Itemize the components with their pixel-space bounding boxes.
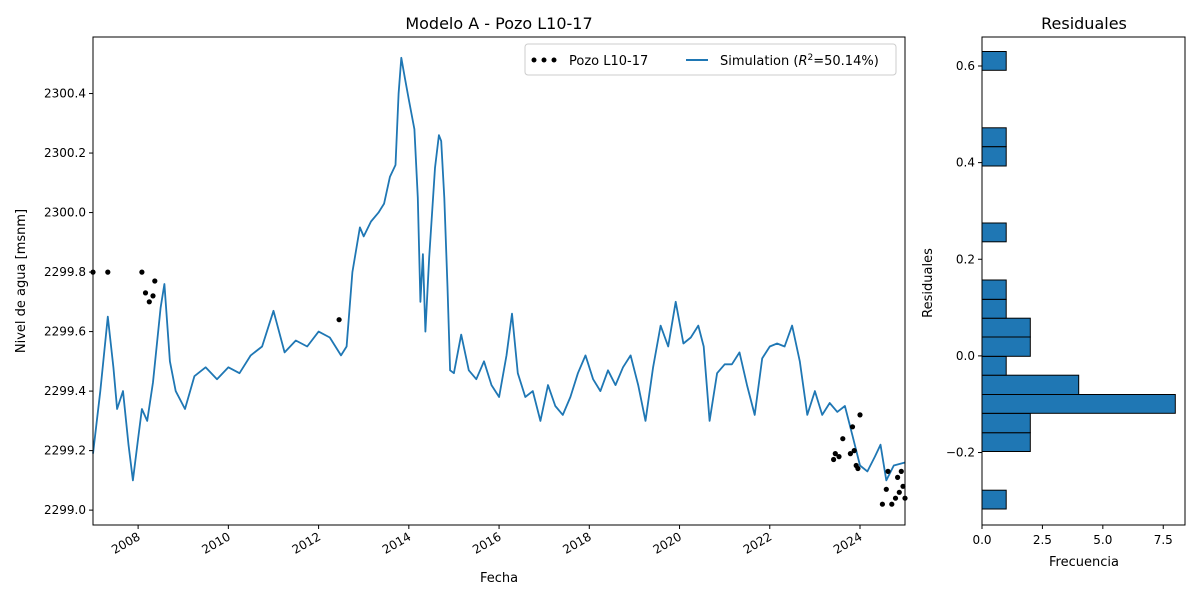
main-chart-title: Modelo A - Pozo L10-17 bbox=[405, 14, 592, 33]
residuals-y-axis-ticks: −0.2 0.0 0.2 0.4 0.6 bbox=[946, 59, 982, 460]
observed-point-6 bbox=[150, 293, 156, 299]
main-legend: Pozo L10-17 Simulation (R2=50.14%) bbox=[524, 43, 897, 76]
observed-point-26 bbox=[898, 468, 904, 474]
observed-point-10 bbox=[832, 451, 838, 457]
legend-simulation-label: Simulation (R2=50.14%) bbox=[720, 53, 879, 69]
y-tick-label-2300.2: 2300.2 bbox=[44, 146, 86, 160]
resid-tick-label-0.0: 0.0 bbox=[956, 349, 975, 363]
freq-tick-label-5.0: 5.0 bbox=[1093, 533, 1112, 547]
histogram-bar-5 bbox=[981, 374, 1080, 396]
histogram-bar-14 bbox=[981, 51, 1007, 71]
residuals-x-axis-ticks: 0.0 2.5 5.0 7.5 bbox=[972, 525, 1173, 547]
observed-point-17 bbox=[855, 465, 861, 472]
y-tick-label-2299.6: 2299.6 bbox=[44, 325, 86, 339]
legend-sim-suffix: =50.14%) bbox=[813, 54, 879, 69]
simulation-line bbox=[92, 56, 906, 482]
legend-box bbox=[524, 43, 897, 76]
resid-tick-label-0.6: 0.6 bbox=[956, 59, 975, 73]
histogram-bar-7 bbox=[981, 336, 1031, 357]
histogram-bar-4 bbox=[981, 394, 1176, 414]
y-tick-label-2299.4: 2299.4 bbox=[44, 384, 86, 398]
y-tick-label-2300.0: 2300.0 bbox=[44, 206, 86, 220]
residuals-plot-area bbox=[981, 51, 1176, 510]
observed-point-12 bbox=[840, 436, 846, 442]
legend-sim-r: R bbox=[798, 54, 807, 69]
legend-observed-marker-3 bbox=[551, 57, 557, 63]
y-tick-label-2299.0: 2299.0 bbox=[44, 503, 86, 517]
y-tick-label-2300.4: 2300.4 bbox=[44, 87, 86, 101]
main-y-axis-ticks: 2299.0 2299.2 2299.4 2299.6 2299.8 2300.0 2300… bbox=[44, 87, 93, 517]
histogram-bar-3 bbox=[981, 412, 1031, 434]
histogram-bar-12 bbox=[981, 146, 1007, 167]
observed-point-21 bbox=[885, 468, 891, 474]
residuals-chart-title: Residuales bbox=[1041, 14, 1127, 33]
observed-point-9 bbox=[831, 456, 837, 463]
resid-tick-label-−0.2: −0.2 bbox=[946, 446, 975, 460]
observed-point-13 bbox=[847, 451, 854, 457]
histogram-bar-6 bbox=[981, 355, 1007, 376]
main-x-axis-label: Fecha bbox=[480, 571, 518, 586]
observed-point-11 bbox=[836, 454, 842, 460]
observed-point-23 bbox=[892, 495, 899, 501]
histogram-bar-13 bbox=[981, 127, 1007, 148]
resid-tick-label-0.4: 0.4 bbox=[956, 156, 975, 170]
legend-observed-marker-2 bbox=[541, 57, 547, 63]
residuals-x-axis-label: Frecuencia bbox=[1049, 555, 1119, 570]
y-tick-label-2299.2: 2299.2 bbox=[44, 444, 86, 458]
legend-sim-sup: 2 bbox=[808, 53, 814, 63]
observed-point-15 bbox=[851, 448, 857, 454]
residuals-chart-panel: Residuales 0.0 2.5 5.0 7.5 −0.2 0.0 0.2 0.4 0.6… bbox=[921, 14, 1186, 570]
legend-sim-prefix: Simulation ( bbox=[720, 54, 798, 69]
resid-tick-label-0.2: 0.2 bbox=[956, 252, 975, 266]
observed-point-18 bbox=[857, 412, 863, 418]
freq-tick-label-7.5: 7.5 bbox=[1154, 533, 1173, 547]
observed-point-7 bbox=[152, 278, 158, 284]
freq-tick-label-2.5: 2.5 bbox=[1033, 533, 1052, 547]
observed-point-5 bbox=[146, 299, 152, 305]
observed-point-2 bbox=[105, 269, 111, 275]
observed-point-27 bbox=[900, 483, 906, 489]
main-plot-area bbox=[90, 56, 908, 507]
histogram-bar-10 bbox=[981, 279, 1007, 300]
histogram-bar-11 bbox=[981, 222, 1007, 243]
residuals-y-axis-label: Residuales bbox=[921, 248, 936, 318]
histogram-bar-1 bbox=[981, 489, 1007, 510]
main-y-axis-label: Nivel de agua [msnm] bbox=[14, 209, 29, 353]
observed-point-19 bbox=[879, 501, 886, 507]
y-tick-label-2299.8: 2299.8 bbox=[44, 265, 86, 279]
observed-point-8 bbox=[336, 317, 342, 323]
legend-observed-label: Pozo L10-17 bbox=[569, 54, 648, 69]
histogram-bar-8 bbox=[981, 317, 1031, 338]
residuals-axes-frame bbox=[981, 36, 1186, 526]
histogram-bar-9 bbox=[981, 298, 1007, 319]
observed-point-4 bbox=[142, 290, 149, 296]
observed-point-14 bbox=[849, 424, 856, 430]
observed-point-3 bbox=[139, 269, 145, 275]
observed-point-25 bbox=[896, 489, 902, 495]
observed-point-24 bbox=[895, 474, 901, 480]
observed-point-22 bbox=[889, 501, 895, 507]
freq-tick-label-0.0: 0.0 bbox=[972, 533, 991, 547]
histogram-bar-2 bbox=[981, 432, 1031, 453]
legend-observed-marker-1 bbox=[531, 57, 537, 63]
observed-point-20 bbox=[883, 486, 889, 492]
